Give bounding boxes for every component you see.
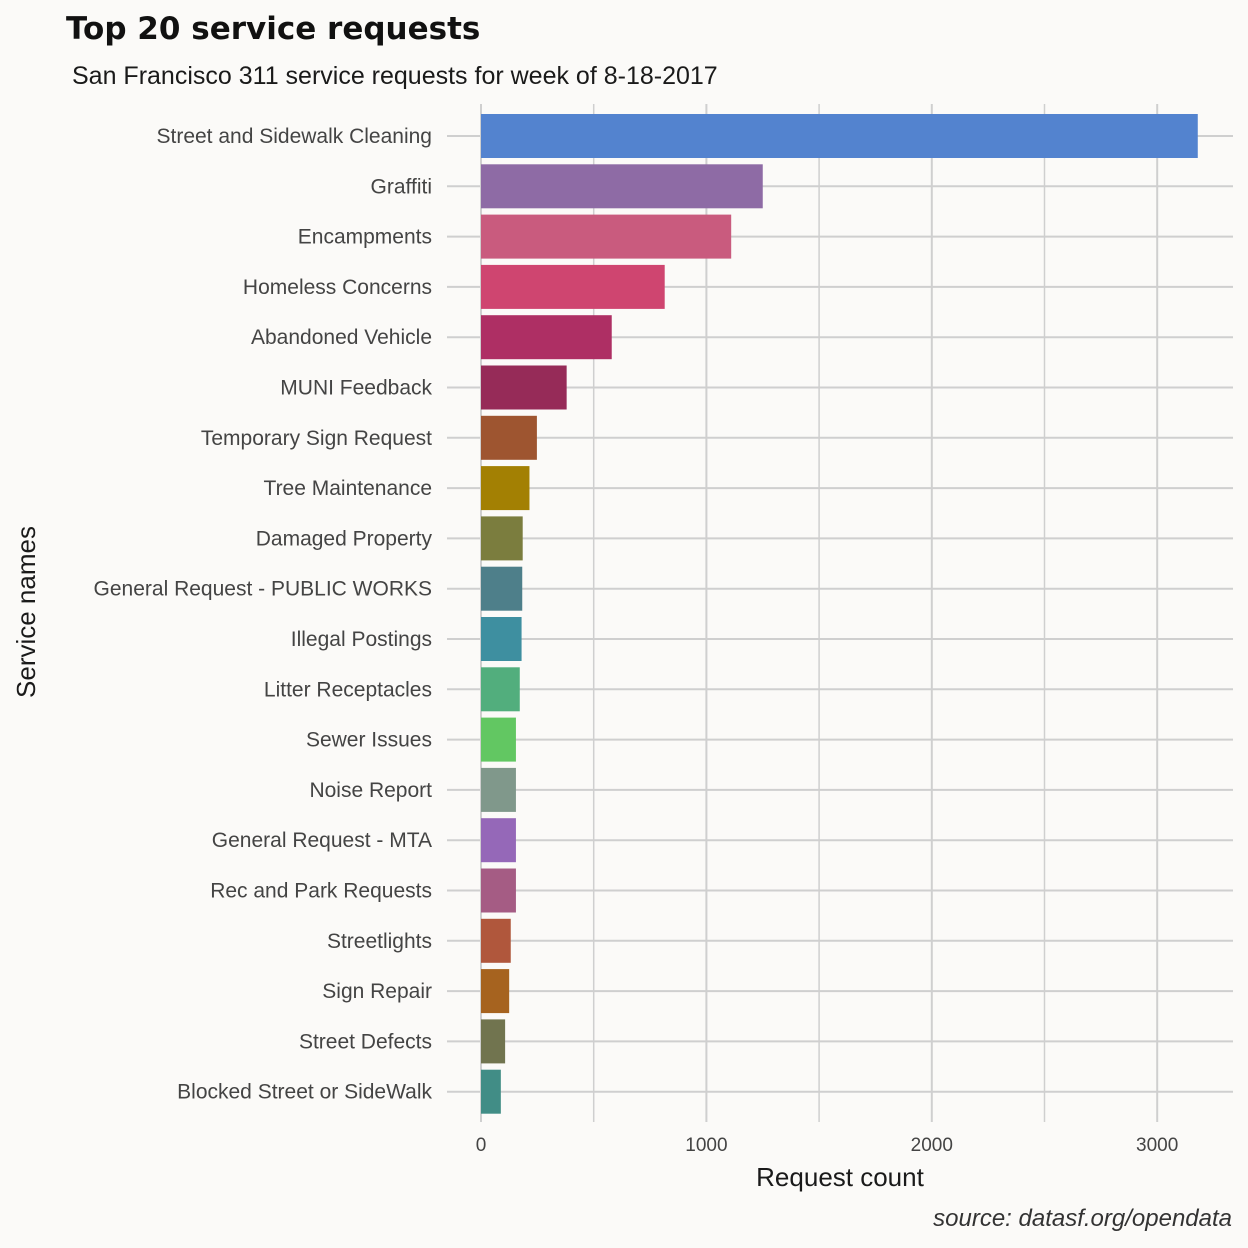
category-label: Sewer Issues (306, 729, 432, 752)
x-tick-label: 0 (476, 1135, 487, 1156)
y-axis-title: Service names (11, 526, 41, 698)
category-labels: Street and Sidewalk Cleaning Graffiti Enca… (94, 125, 433, 1104)
bar (481, 114, 1198, 158)
bar (481, 969, 510, 1014)
bar (481, 415, 537, 460)
category-label: General Request - PUBLIC WORKS (94, 578, 432, 601)
bar (481, 617, 522, 661)
category-label: Streetlights (327, 930, 432, 953)
category-label: Street Defects (299, 1030, 432, 1053)
x-axis-title: Request count (756, 1162, 924, 1192)
bars (481, 114, 1198, 1114)
bar (481, 767, 516, 812)
bar (481, 717, 516, 762)
category-label: MUNI Feedback (280, 377, 432, 400)
bar (481, 1019, 506, 1064)
x-tick-label: 2000 (911, 1135, 953, 1156)
bar (481, 214, 732, 259)
category-label: Street and Sidewalk Cleaning (156, 125, 432, 148)
category-label: Encampments (298, 226, 432, 249)
category-label: Noise Report (309, 779, 432, 802)
bar (481, 516, 523, 561)
bar (481, 918, 511, 963)
chart-subtitle: San Francisco 311 service requests for w… (72, 62, 718, 90)
bar (481, 315, 612, 360)
bar (481, 667, 520, 712)
bar (481, 818, 516, 863)
category-label: General Request - MTA (212, 829, 432, 852)
x-tick-label: 1000 (685, 1135, 727, 1156)
category-label: Litter Receptacles (264, 678, 432, 701)
category-label: Tree Maintenance (264, 477, 432, 500)
category-label: Rec and Park Requests (210, 880, 432, 903)
chart-caption: source: datasf.org/opendata (933, 1205, 1232, 1232)
bar (481, 365, 567, 410)
category-label: Sign Repair (322, 980, 432, 1003)
bar (481, 868, 516, 913)
category-label: Graffiti (371, 175, 432, 198)
bar (481, 466, 530, 511)
x-tick-label: 3000 (1136, 1135, 1178, 1156)
category-label: Illegal Postings (291, 628, 432, 651)
category-label: Abandoned Vehicle (251, 326, 432, 349)
bar (481, 1069, 501, 1114)
bar (481, 566, 523, 611)
x-axis-ticks: 0 1000 2000 3000 (476, 1135, 1179, 1156)
bar (481, 264, 665, 309)
category-label: Homeless Concerns (243, 276, 432, 299)
category-label: Blocked Street or SideWalk (177, 1081, 432, 1104)
chart-title: Top 20 service requests (66, 11, 480, 47)
category-label: Damaged Property (256, 527, 433, 550)
bar (481, 164, 763, 209)
category-label: Temporary Sign Request (201, 427, 432, 450)
